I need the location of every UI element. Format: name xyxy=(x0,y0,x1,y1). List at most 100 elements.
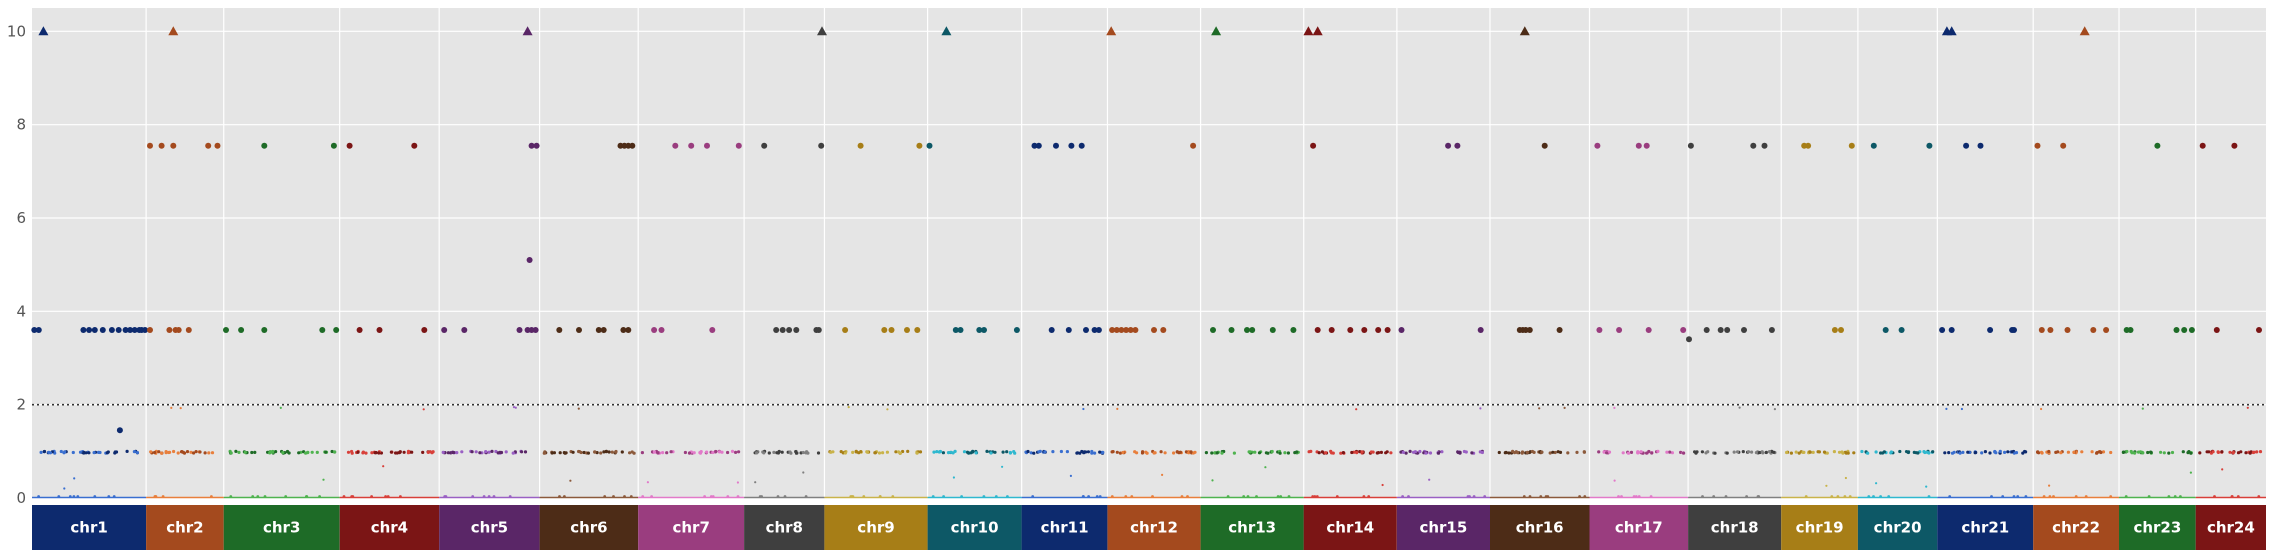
low-point xyxy=(593,450,597,454)
low-point xyxy=(1613,406,1616,409)
low-point xyxy=(71,450,75,455)
low-point xyxy=(172,449,176,454)
low-point xyxy=(1852,451,1856,455)
low-point xyxy=(1295,450,1299,454)
low-point xyxy=(1278,451,1282,455)
low-point xyxy=(474,450,478,454)
low-point xyxy=(1945,407,1948,410)
low-point xyxy=(511,451,515,455)
low-point xyxy=(189,450,193,454)
low-point xyxy=(39,450,43,454)
data-point xyxy=(533,142,540,149)
low-point xyxy=(885,450,890,454)
low-point xyxy=(571,450,575,454)
chromosome-label: chr20 xyxy=(1874,519,1922,537)
data-point xyxy=(1053,142,1059,149)
data-point xyxy=(904,327,910,333)
low-point xyxy=(1898,449,1902,454)
low-point xyxy=(1961,450,1965,454)
low-point xyxy=(1189,450,1193,454)
low-point xyxy=(1597,450,1601,454)
low-point xyxy=(1470,451,1474,455)
low-point xyxy=(873,451,878,455)
data-point xyxy=(926,142,933,149)
data-point xyxy=(147,142,153,149)
data-point xyxy=(952,327,959,333)
low-point xyxy=(176,451,180,455)
low-point xyxy=(1735,450,1740,454)
low-point xyxy=(1520,451,1524,455)
low-point xyxy=(1051,450,1055,454)
low-point xyxy=(2170,450,2175,455)
data-point xyxy=(1210,327,1216,333)
chromosome-block-chr15 xyxy=(1396,505,1490,550)
low-point xyxy=(1773,408,1776,411)
low-point xyxy=(2228,450,2232,454)
chromosome-label: chr16 xyxy=(1516,519,1564,537)
low-point xyxy=(1152,451,1156,455)
low-point xyxy=(207,451,211,455)
chromosome-bar: chr1 chr2 chr3 chr4 chr5 chr6 chr7 chr8 chr9 chr1… xyxy=(32,505,2266,550)
data-point xyxy=(1109,327,1116,333)
low-point xyxy=(1037,450,1041,454)
low-point xyxy=(1754,451,1758,455)
data-point xyxy=(175,327,182,333)
chromosome-label: chr13 xyxy=(1228,519,1276,537)
low-point xyxy=(498,450,502,454)
low-point xyxy=(839,450,843,454)
low-point xyxy=(1802,450,1806,454)
chromosome-label: chr19 xyxy=(1796,519,1844,537)
low-point xyxy=(1116,407,1119,410)
chromosome-label: chr21 xyxy=(1961,519,2009,537)
low-point xyxy=(1029,451,1033,455)
data-point xyxy=(1898,327,1905,333)
chromosome-label: chr11 xyxy=(1041,519,1089,537)
low-point xyxy=(1874,450,1878,454)
low-point xyxy=(1636,451,1640,455)
data-point xyxy=(1750,142,1757,149)
y-tick-label: 0 xyxy=(16,489,26,507)
data-point xyxy=(1031,142,1038,149)
y-axis: 0 2 4 6 8 10 xyxy=(7,22,26,507)
data-point xyxy=(1361,327,1368,333)
low-point xyxy=(2159,450,2163,454)
data-point xyxy=(1310,142,1317,149)
low-point xyxy=(1309,449,1313,453)
data-point xyxy=(773,327,780,333)
data-point xyxy=(1314,327,1321,333)
low-point xyxy=(315,450,319,454)
low-point xyxy=(1925,450,1929,454)
low-point xyxy=(1098,450,1102,454)
data-point xyxy=(376,327,383,333)
low-point xyxy=(2162,451,2166,455)
data-point xyxy=(1977,142,1984,149)
data-point xyxy=(147,327,153,333)
low-point xyxy=(1538,407,1541,410)
low-point xyxy=(1220,451,1224,455)
low-point xyxy=(1914,451,1918,455)
chromosome-block-chr5 xyxy=(439,505,540,550)
low-point xyxy=(113,450,117,454)
low-point xyxy=(935,450,939,454)
low-point xyxy=(1376,451,1381,455)
data-point xyxy=(1594,142,1601,149)
low-point xyxy=(1204,451,1208,455)
data-point xyxy=(1741,327,1747,333)
low-point xyxy=(398,450,402,454)
plot-background xyxy=(32,8,2266,498)
low-point xyxy=(1005,450,1009,454)
data-point xyxy=(793,327,800,333)
low-point xyxy=(865,450,870,454)
low-point xyxy=(1253,450,1257,454)
data-point xyxy=(1596,327,1603,333)
data-point xyxy=(2034,142,2041,149)
low-point xyxy=(665,451,669,455)
low-point xyxy=(652,450,657,454)
data-point xyxy=(1477,327,1484,333)
data-point xyxy=(1939,327,1946,333)
low-point xyxy=(558,451,562,455)
chromosome-block-chr16 xyxy=(1490,505,1590,550)
data-point xyxy=(1645,327,1652,333)
low-point xyxy=(271,449,275,454)
low-point xyxy=(455,451,459,455)
